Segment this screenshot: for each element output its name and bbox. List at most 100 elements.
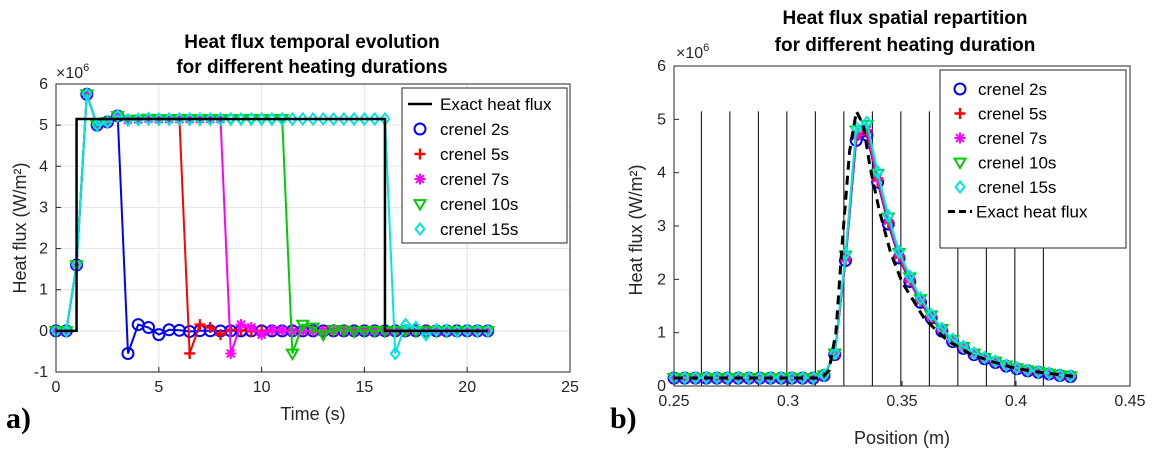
chart-a-series-2-point-18 [235, 319, 247, 331]
chart-a-series-4-point-41 [471, 323, 484, 338]
chart-a-title-line-2: for different heating durations [176, 57, 447, 78]
chart-a-series-3-point-31 [367, 325, 382, 339]
chart-a-series-4-point-15 [204, 111, 216, 127]
chart-b-x-tick-label-1: 0.3 [777, 393, 799, 410]
chart-a-series-1-point-15 [204, 322, 216, 334]
chart-b-series-4-point-15 [829, 345, 841, 361]
chart-b-series-4-point-21 [893, 244, 905, 259]
chart-b-series-4-point-29 [979, 350, 991, 365]
chart-a-legend-marker-2 [414, 148, 426, 160]
chart-a-series-4-point-6 [111, 108, 124, 124]
chart-a-series-3-point-23 [285, 348, 300, 361]
chart-a-legend-label-3: crenel 7s [440, 170, 509, 189]
chart-a-title-line-1: Heat flux temporal evolution [184, 32, 439, 53]
chart-b-legend: crenel 2s crenel 5s crenel 7s crenel 10s cre… [939, 69, 1127, 249]
chart-b-title-line-2: for different heating duration [775, 35, 1036, 56]
chart-a-series-4-point-11 [163, 111, 175, 127]
chart-a-series-4-point-16 [214, 111, 227, 127]
chart-a-legend-label-2: crenel 5s [440, 145, 509, 164]
chart-b-series-4-point-27 [957, 339, 970, 354]
chart-a-x-tick-label-1: 5 [154, 379, 163, 396]
chart-b-y-tick-label-4: 4 [657, 165, 666, 182]
chart-a-x-tick-label-0: 0 [52, 379, 61, 396]
chart-b-legend-marker-4 [954, 179, 966, 195]
chart-b-x-tick-label-0: 0.25 [658, 393, 689, 410]
chart-b-legend-label-5: Exact heat flux [976, 203, 1088, 222]
chart-b-y-tick-label-5: 5 [657, 111, 666, 128]
chart-b-series-4-point-11 [786, 370, 798, 385]
chart-b-series-4-point-23 [914, 291, 927, 306]
chart-a-series-4-point-23 [286, 111, 299, 127]
chart-a-series-4-point-42 [482, 323, 494, 339]
chart-b-ticks: 0.25 0.3 0.35 0.4 0.45 0 1 2 3 4 5 6 [657, 58, 1146, 410]
chart-b-series-4-point-12 [796, 370, 809, 385]
chart-b-exact-layer [674, 106, 1074, 380]
chart-a-legend-marker-5 [414, 221, 426, 237]
chart-b-panel-label: b) [610, 402, 637, 435]
chart-b-series-4-point-10 [775, 370, 787, 385]
chart-a-series-2-point-20 [256, 329, 268, 341]
chart-b-y-tick-label-6: 6 [657, 58, 666, 75]
chart-a-series-4-point-30 [358, 111, 371, 127]
chart-b-legend-label-1: crenel 5s [978, 105, 1047, 124]
chart-a-series-4-point-31 [368, 111, 381, 127]
chart-a-xlabel: Time (s) [280, 404, 345, 424]
chart-a-series-4-point-25 [307, 111, 319, 127]
chart-a-series-4-point-9 [142, 111, 155, 126]
chart-b-x-tick-label-4: 0.45 [1114, 393, 1145, 410]
chart-a-series-2-point-19 [245, 322, 257, 334]
chart-a-legend-box [401, 87, 568, 244]
chart-a-panel-label: a) [6, 402, 31, 435]
chart-b-series-4-point-31 [1000, 358, 1012, 373]
chart-b-series-4-point-9 [764, 370, 777, 385]
chart-a-series-4-point-24 [297, 111, 309, 127]
chart-a-series-4-point-35 [410, 320, 422, 335]
chart-a-series-2-point-22 [276, 324, 288, 336]
chart-a-series-1-point-16 [214, 329, 226, 341]
chart-a-series-4-point-12 [173, 111, 186, 127]
chart-a-legend-items: Exact heat flux crenel 2s crenel 5s crenel … [408, 95, 552, 239]
chart-b-series-4-point-30 [989, 354, 1002, 369]
chart-b-legend-label-2: crenel 7s [978, 129, 1047, 148]
chart-a-x-tick-label-4: 20 [458, 379, 476, 396]
chart-b-legend-marker-3 [952, 157, 968, 170]
chart-a-legend-marker-4 [412, 199, 428, 212]
chart-b-series-4-point-7 [743, 370, 755, 385]
chart-b-series-4-point-35 [1043, 366, 1055, 381]
chart-a-exact-line [56, 117, 488, 333]
chart-a-series-3-point-27 [326, 324, 341, 338]
chart-a-series-4-point-20 [255, 111, 268, 127]
chart-a-series-2-point-25 [307, 325, 319, 337]
chart-b-legend-label-4: crenel 15s [978, 178, 1056, 197]
chart-a-series-4-point-37 [430, 322, 443, 337]
chart-b-y-tick-label-1: 1 [657, 325, 666, 342]
chart-b-series-4-point-13 [807, 370, 819, 385]
chart-b-xlabel: Position (m) [854, 428, 950, 448]
chart-a-legend-label-1: crenel 2s [440, 120, 509, 139]
chart-a-series-3-point-30 [357, 325, 372, 339]
chart-b-series-4-point-32 [1011, 360, 1023, 375]
chart-a-series-0-point-10 [152, 328, 166, 342]
chart-b-series-4-point-2 [689, 370, 702, 385]
chart-a-series-4-point-36 [420, 327, 432, 342]
chart-b-y-tick-label-0: 0 [657, 378, 666, 395]
chart-a-series-2-point-17 [225, 347, 237, 359]
chart-b-series-4-point-8 [754, 370, 766, 385]
chart-a-series-4-point-4 [91, 118, 103, 133]
chart-b-legend-items: crenel 2s crenel 5s crenel 7s crenel 10s cre… [948, 80, 1088, 222]
chart-b-series-4-point-34 [1032, 364, 1045, 379]
chart-b-series-4-point-3 [700, 370, 712, 385]
chart-a-series-4-point-40 [461, 323, 473, 338]
chart-a-series-4-point-38 [440, 323, 453, 338]
chart-a-y-tick-label-5: 4 [39, 158, 48, 175]
chart-a: Heat flux temporal evolution for differe… [6, 32, 579, 435]
chart-a-legend-label-0: Exact heat flux [440, 95, 552, 114]
chart-a-y-tick-label-0: -1 [34, 364, 48, 381]
chart-a-series-0-point-9 [142, 321, 156, 335]
chart-a-series-3-point-24 [295, 319, 310, 333]
chart-a-y-tick-label-3: 2 [39, 241, 48, 258]
chart-b-x-tick-label-3: 0.4 [1005, 393, 1027, 410]
chart-a-series-3-point-28 [336, 325, 352, 338]
chart-a-legend-label-4: crenel 10s [440, 195, 518, 214]
